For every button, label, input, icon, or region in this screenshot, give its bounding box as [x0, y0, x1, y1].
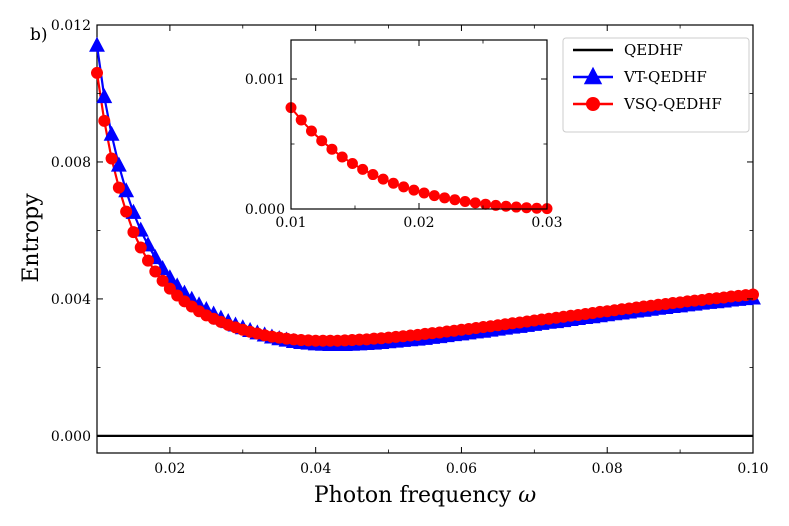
main-plot-frame: [96, 24, 754, 454]
legend-label-qedhf: QEDHF: [624, 41, 683, 59]
inset-point-vsq-qedhf-22: [510, 201, 522, 213]
main-point-vsq-qedhf-9: [156, 274, 169, 287]
main-plot: 0.02 0.04 0.06 0.08 0.10 0.000 0.004 0.008 0.01…: [19, 18, 769, 508]
inset-point-vsq-qedhf-8: [367, 169, 379, 181]
inset-point-vsq-qedhf-13: [418, 187, 430, 199]
main-y-tick-label-3: 0.012: [51, 18, 91, 34]
inset-point-vsq-qedhf-14: [428, 190, 440, 202]
main-point-vsq-qedhf-5: [127, 226, 140, 239]
main-x-tick-label-1: 0.04: [300, 461, 331, 477]
inset-point-vsq-qedhf-10: [387, 177, 399, 189]
inset-point-vsq-qedhf-24: [531, 202, 543, 214]
main-point-vsq-qedhf-7: [142, 254, 155, 267]
main-point-vsq-qedhf-2: [105, 152, 118, 165]
main-x-tick-label-3: 0.08: [592, 461, 623, 477]
main-point-vsq-qedhf-4: [120, 205, 133, 218]
x-axis-label-text: Photon frequency: [314, 483, 518, 508]
inset-x-ticks: 0.01 0.02 0.03: [275, 40, 563, 231]
legend-marker-vt-qedhf: [583, 66, 603, 85]
inset-point-vsq-qedhf-15: [439, 192, 451, 204]
main-point-vsq-qedhf-6: [134, 241, 147, 254]
inset-plot: 0.01 0.02 0.03 0.000 0.001: [245, 38, 563, 231]
main-point-vsq-qedhf-1: [98, 114, 111, 127]
inset-point-vsq-qedhf-18: [469, 197, 481, 209]
inset-background: [290, 38, 548, 210]
inset-point-vsq-qedhf-23: [521, 202, 533, 214]
legend: QEDHF VT-QEDHF VSQ-QEDHF: [562, 37, 750, 133]
main-y-tick-label-1: 0.004: [51, 292, 91, 308]
inset-point-vsq-qedhf-17: [459, 195, 471, 207]
main-point-vsq-qedhf-8: [149, 265, 162, 278]
inset-point-vsq-qedhf-2: [305, 125, 317, 137]
main-y-tick-label-0: 0.000: [51, 429, 91, 445]
inset-point-vsq-qedhf-7: [357, 163, 369, 175]
inset-y-tick-label-0: 0.000: [245, 202, 285, 218]
legend-label-vsq-qedhf: VSQ-QEDHF: [623, 95, 722, 113]
main-point-vt-qedhf-1: [96, 88, 113, 104]
panel-label: b): [30, 25, 48, 45]
inset-point-vsq-qedhf-1: [295, 114, 307, 126]
main-series-markers: [89, 36, 761, 352]
y-axis-label: Entropy: [19, 193, 44, 283]
inset-point-vsq-qedhf-12: [408, 184, 420, 196]
inset-x-tick-label-2: 0.03: [531, 215, 562, 231]
legend-entries: QEDHF VT-QEDHF VSQ-QEDHF: [573, 41, 722, 113]
inset-point-vsq-qedhf-4: [326, 143, 338, 155]
inset-point-vsq-qedhf-9: [377, 173, 389, 185]
inset-y-tick-label-1: 0.001: [245, 72, 285, 88]
inset-point-vsq-qedhf-20: [490, 199, 502, 211]
main-point-vsq-qedhf-3: [112, 181, 125, 194]
inset-point-vsq-qedhf-5: [336, 151, 348, 163]
main-point-vt-qedhf-0: [89, 36, 105, 52]
main-y-tick-label-2: 0.008: [51, 155, 91, 171]
inset-point-vsq-qedhf-19: [480, 198, 492, 210]
inset-x-tick-label-1: 0.02: [403, 215, 434, 231]
inset-point-vsq-qedhf-21: [500, 200, 512, 212]
main-x-ticks: 0.02 0.04 0.06 0.08 0.10: [154, 25, 769, 477]
legend-box: [562, 37, 750, 133]
inset-series-markers: [285, 102, 553, 215]
inset-point-vsq-qedhf-3: [316, 135, 328, 147]
main-point-vsq-qedhf-0: [91, 66, 103, 79]
inset-point-vsq-qedhf-11: [398, 181, 410, 193]
main-point-vsq-qedhf-90: [747, 288, 759, 301]
main-y-ticks: 0.000 0.004 0.008 0.012: [51, 18, 753, 445]
legend-marker-vsq-qedhf: [586, 97, 600, 111]
legend-label-vt-qedhf: VT-QEDHF: [623, 68, 707, 86]
inset-y-ticks: 0.000 0.001: [245, 72, 547, 218]
x-axis-label: Photon frequency ω: [314, 483, 536, 508]
main-x-tick-label-0: 0.02: [154, 461, 185, 477]
main-x-tick-label-2: 0.06: [446, 461, 477, 477]
main-point-vt-qedhf-2: [103, 125, 120, 141]
main-point-vt-qedhf-3: [110, 156, 127, 172]
inset-x-tick-label-0: 0.01: [275, 215, 306, 231]
inset-point-vsq-qedhf-16: [449, 194, 461, 206]
inset-point-vsq-qedhf-6: [346, 158, 358, 169]
x-axis-label-symbol: ω: [518, 483, 536, 508]
main-x-tick-label-4: 0.10: [737, 461, 768, 477]
